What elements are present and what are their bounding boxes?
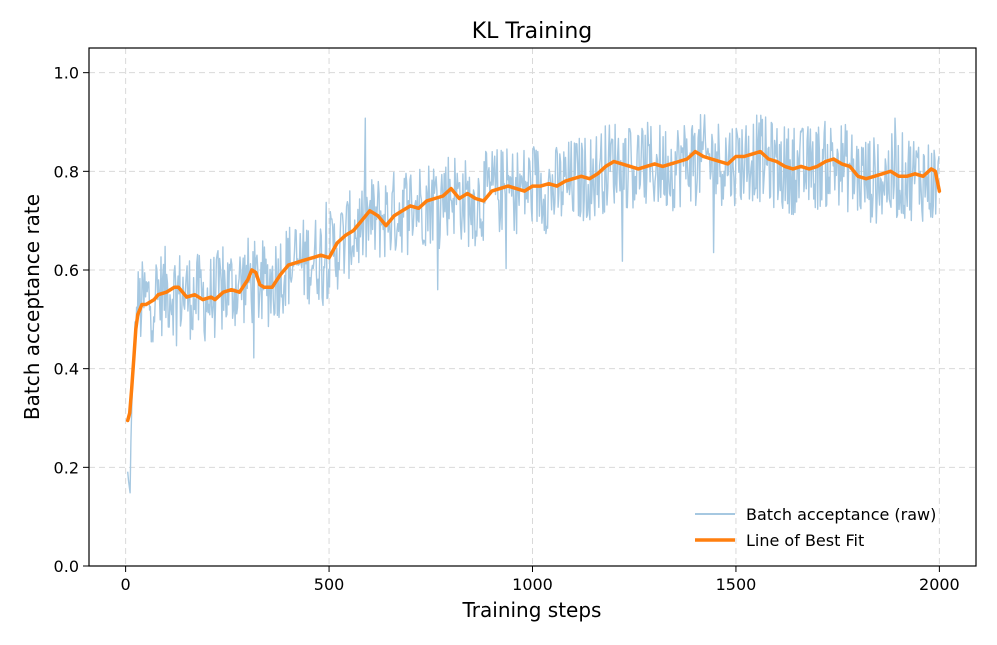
legend: Batch acceptance (raw) Line of Best Fit [695, 505, 936, 550]
x-tick-label: 1000 [512, 575, 553, 594]
legend-label-raw: Batch acceptance (raw) [746, 505, 936, 524]
y-tick-label: 0.8 [54, 162, 79, 181]
x-tick-label: 500 [314, 575, 345, 594]
y-tick-label: 1.0 [54, 64, 79, 83]
chart-title: KL Training [472, 19, 592, 44]
x-axis-label: Training steps [462, 598, 602, 622]
y-tick-label: 0.2 [54, 458, 79, 477]
y-tick-label: 0.0 [54, 557, 79, 576]
legend-label-fit: Line of Best Fit [746, 531, 864, 550]
raw-acceptance-line [127, 113, 940, 494]
best-fit-line [125, 149, 942, 423]
y-tick-label: 0.4 [54, 360, 79, 379]
y-axis: 0.0 0.2 0.4 0.6 0.8 1.0 [54, 64, 89, 576]
x-tick-label: 1500 [716, 575, 757, 594]
x-tick-label: 0 [121, 575, 131, 594]
x-axis: 0 500 1000 1500 2000 [121, 566, 960, 594]
x-tick-label: 2000 [919, 575, 960, 594]
y-tick-label: 0.6 [54, 261, 79, 280]
y-axis-label: Batch acceptance rate [20, 194, 44, 420]
series-group [125, 113, 942, 494]
